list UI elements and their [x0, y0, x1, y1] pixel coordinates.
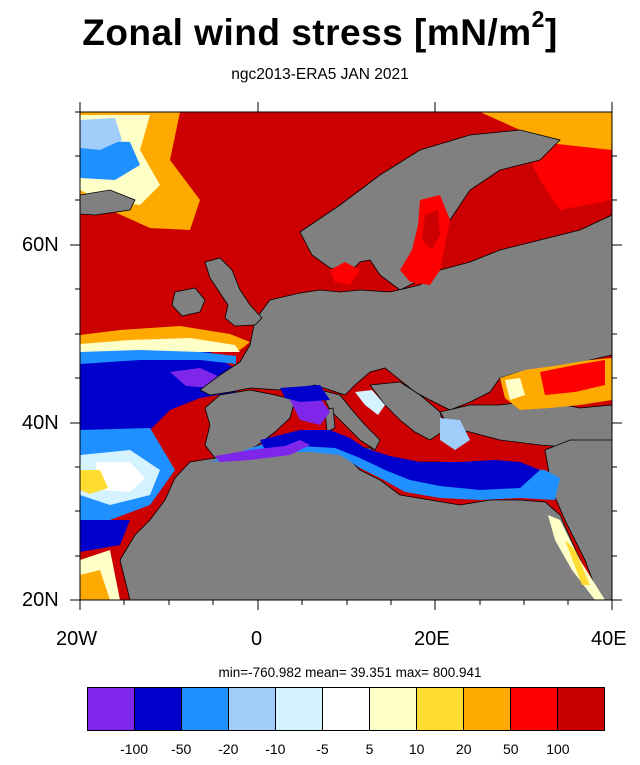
great-britain [204, 257, 263, 327]
mediterranean-field [210, 385, 560, 500]
black-sea-west [505, 378, 525, 400]
med-purple-2 [290, 398, 330, 425]
chart-subtitle: ngc2013-ERA5 JAN 2021 [231, 66, 409, 83]
colorbar-bin [182, 688, 229, 730]
chart-title: Zonal wind stress [mN/m2] [0, 6, 640, 54]
adriatic-light [355, 390, 385, 415]
norwegian-coast [330, 262, 360, 285]
gulf-of-lion [280, 385, 330, 402]
map-field [80, 112, 612, 600]
ireland [171, 287, 206, 317]
colorbar-label: -100 [120, 741, 149, 757]
colorbar-bin [323, 688, 370, 730]
ticks [70, 102, 622, 610]
colorbar-bin [229, 688, 276, 730]
colorbar-bin [276, 688, 323, 730]
colorbar-label: 20 [455, 741, 472, 757]
colorbar-label: -50 [171, 741, 192, 757]
chart-title-close: ] [544, 12, 558, 53]
colorbar-bin [417, 688, 464, 730]
chart-title-text: Zonal wind stress [mN/m [82, 12, 532, 53]
lat-label-40n: 40N [22, 412, 59, 434]
black-sea-red [540, 360, 605, 395]
colorbar-bin [88, 688, 135, 730]
colorbar [87, 687, 605, 731]
subtropical-white [95, 462, 145, 492]
northwest-lightblue [80, 118, 122, 150]
lat-label-60n: 60N [22, 234, 59, 256]
far-south-atlantic-orange [80, 570, 110, 600]
colorbar-bin [511, 688, 558, 730]
aegean-light [440, 418, 470, 450]
italy [319, 389, 381, 451]
colorbar-label: 100 [546, 741, 570, 757]
stats-line: min=-760.982 mean= 39.351 max= 800.941 [218, 665, 482, 680]
lon-label-20w: 20W [56, 628, 98, 650]
colorbar-bin [370, 688, 417, 730]
colorbar-label: -10 [265, 741, 286, 757]
subtropical-yellow [80, 470, 108, 494]
colorbar-label: 10 [408, 741, 425, 757]
balkans [369, 381, 446, 441]
colorbar-bin [135, 688, 182, 730]
europe-mainland [199, 214, 612, 411]
colorbar-label: -5 [316, 741, 329, 757]
northwest-blue [80, 140, 140, 180]
chart-title-superscript: 2 [531, 6, 545, 32]
colorbar-bin [464, 688, 511, 730]
med-dark-blue [260, 430, 540, 490]
lat-label-20n: 20N [22, 589, 59, 611]
turkey [439, 399, 612, 451]
black-sea [500, 358, 612, 410]
colorbar-label: 5 [365, 741, 374, 757]
iberia [204, 389, 296, 459]
red-sea-yellow [565, 540, 590, 585]
lon-label-0: 0 [251, 628, 263, 650]
med-purple [215, 440, 310, 462]
plot-frame [79, 111, 613, 601]
southwest-blue [80, 520, 130, 552]
transition-band-blue [80, 350, 236, 364]
lon-label-20e: 20E [414, 628, 450, 650]
colorbar-label: 50 [503, 741, 519, 757]
greenland-iceland [80, 189, 136, 216]
middle-east [544, 439, 612, 600]
colorbar-label: -20 [218, 741, 239, 757]
land [80, 129, 612, 600]
baltic-sea-dark [422, 210, 440, 250]
lon-label-40e: 40E [591, 628, 627, 650]
colorbar-bin [558, 688, 604, 730]
